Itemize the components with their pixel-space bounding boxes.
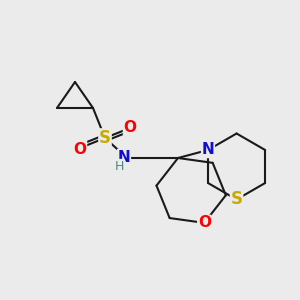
Text: O: O <box>124 119 136 134</box>
Text: H: H <box>114 160 124 172</box>
Text: N: N <box>118 149 130 164</box>
Text: S: S <box>231 190 243 208</box>
Text: N: N <box>202 142 214 158</box>
Text: O: O <box>74 142 86 157</box>
Text: O: O <box>198 215 211 230</box>
Text: S: S <box>99 129 111 147</box>
